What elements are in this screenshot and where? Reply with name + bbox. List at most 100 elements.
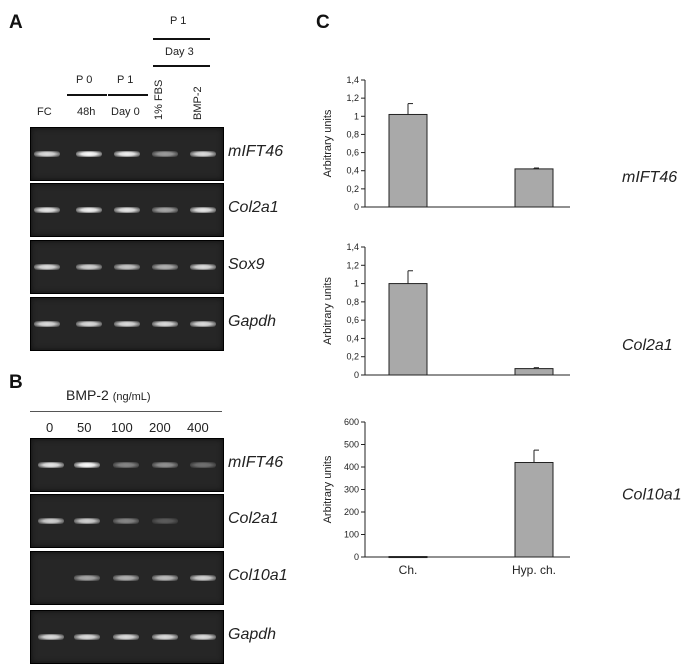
gel-band: [113, 575, 139, 581]
panel-b-header-label: BMP-2: [66, 387, 109, 403]
bar-mift46-0: [388, 113, 428, 208]
bar-col10a1-1: [514, 462, 554, 558]
panel-b-lane-label-2: 100: [111, 420, 133, 435]
panel-b-lane-label-0: 0: [46, 420, 54, 435]
gel-band: [34, 321, 60, 327]
gel-panel-a-sox9: [30, 240, 224, 294]
y-tick-label: 0,4: [346, 333, 359, 343]
y-tick-label: 300: [344, 485, 359, 495]
panel-a-rule-p1: [108, 94, 148, 96]
gel-panel-a-mift46: [30, 127, 224, 181]
panel-a-header-p1-top: P 1: [170, 15, 187, 27]
panel-c-letter: C: [316, 12, 330, 33]
y-tick-label: 0: [354, 552, 359, 562]
gel-band: [74, 518, 100, 524]
gel-gene-label: Col2a1: [228, 510, 279, 527]
panel-b-lane-label-4: 400: [187, 420, 209, 435]
gel-band: [113, 634, 139, 640]
panel-a-rule-top: [153, 38, 210, 40]
chart-gene-label: Col10a1: [622, 487, 682, 504]
gel-band: [152, 207, 178, 213]
gel-gene-label: Col2a1: [228, 199, 279, 216]
chart-gene-label: mIFT46: [622, 169, 677, 186]
gel-band: [34, 151, 60, 157]
y-tick-label: 500: [344, 440, 359, 450]
gel-band: [114, 151, 140, 157]
gel-band: [152, 151, 178, 157]
panel-b-header-unit: (ng/mL): [112, 391, 151, 403]
gel-band: [152, 634, 178, 640]
y-axis-label: Arbitrary units: [322, 109, 334, 177]
gel-gene-label: mIFT46: [228, 143, 284, 160]
gel-gene-label: Gapdh: [228, 626, 277, 643]
gel-band: [152, 575, 178, 581]
y-tick-label: 1: [354, 279, 359, 289]
chart-gene-label: Col2a1: [622, 337, 673, 354]
gel-panel-b-col10a1: [30, 551, 224, 605]
bar-col10a1-0: [388, 556, 428, 559]
gel-band: [114, 321, 140, 327]
bar-col2a1-1: [514, 368, 554, 376]
panel-a-rule-day3: [153, 65, 210, 67]
y-tick-label: 1,2: [346, 260, 359, 270]
gel-gene-label: Col10a1: [228, 567, 288, 584]
gel-band: [76, 207, 102, 213]
y-tick-label: 0: [354, 370, 359, 380]
y-tick-label: 0,4: [346, 166, 359, 176]
y-axis-label: Arbitrary units: [322, 277, 334, 345]
gel-panel-a-col2a1: [30, 183, 224, 237]
gel-gene-label: mIFT46: [228, 454, 284, 471]
panel-a-lane-label-3: 1% FBS: [153, 79, 165, 120]
y-tick-label: 1,4: [346, 75, 359, 85]
x-tick-label: Ch.: [399, 563, 418, 577]
panel-b-header: BMP-2 (ng/mL): [66, 387, 151, 403]
gel-band: [76, 321, 102, 327]
panel-a-rule-p0: [67, 94, 107, 96]
y-tick-label: 1,2: [346, 93, 359, 103]
gel-band: [152, 518, 178, 524]
panel-a-header-day3: Day 3: [165, 46, 194, 58]
y-tick-label: 400: [344, 462, 359, 472]
gel-panel-b-mift46: [30, 438, 224, 492]
y-tick-label: 0: [354, 202, 359, 212]
panel-a-header-p0: P 0: [76, 74, 93, 86]
y-axis-label: Arbitrary units: [322, 455, 334, 523]
x-tick-label: Hyp. ch.: [512, 563, 556, 577]
gel-band: [114, 264, 140, 270]
gel-band: [38, 462, 64, 468]
panel-a-lane-label-0: FC: [37, 106, 52, 118]
gel-band: [38, 634, 64, 640]
gel-band: [190, 634, 216, 640]
y-tick-label: 0,2: [346, 352, 359, 362]
panel-b-lane-label-1: 50: [77, 420, 92, 435]
gel-panel-b-col2a1: [30, 494, 224, 548]
gel-panel-b-gapdh: [30, 610, 224, 664]
gel-band: [190, 207, 216, 213]
y-tick-label: 1: [354, 111, 359, 121]
y-tick-label: 0,8: [346, 129, 359, 139]
gel-band: [152, 264, 178, 270]
gel-band: [114, 207, 140, 213]
gel-band: [190, 321, 216, 327]
gel-band: [74, 575, 100, 581]
gel-band: [76, 264, 102, 270]
panel-a-header-p1: P 1: [117, 74, 134, 86]
gel-band: [34, 264, 60, 270]
gel-band: [190, 264, 216, 270]
gel-band: [113, 518, 139, 524]
gel-band: [190, 151, 216, 157]
gel-band: [38, 518, 64, 524]
y-tick-label: 1,4: [346, 242, 359, 252]
gel-band: [113, 462, 139, 468]
panel-c-charts: 0 0,2 0,4 0,6 0,8 1 1,2 1,4 Arbitrary units mIFT4…: [322, 75, 682, 577]
y-tick-label: 600: [344, 417, 359, 427]
bar-mift46-1: [514, 168, 554, 208]
panel-b-rule: [30, 411, 222, 412]
gel-band: [152, 462, 178, 468]
gel-band: [74, 462, 100, 468]
gel-band: [152, 321, 178, 327]
panel-a-lane-label-4: BMP-2: [192, 86, 204, 120]
gel-gene-label: Gapdh: [228, 313, 277, 330]
panel-a-lane-label-1: 48h: [77, 106, 96, 118]
y-tick-label: 0,6: [346, 148, 359, 158]
